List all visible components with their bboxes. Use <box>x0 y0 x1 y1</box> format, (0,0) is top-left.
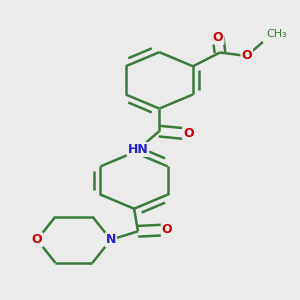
Text: O: O <box>183 128 194 140</box>
Text: O: O <box>162 224 172 236</box>
Text: O: O <box>32 233 42 246</box>
Text: O: O <box>242 50 252 62</box>
Text: O: O <box>213 31 224 44</box>
Text: HN: HN <box>128 143 148 156</box>
Text: N: N <box>106 233 116 246</box>
Text: CH₃: CH₃ <box>266 29 287 39</box>
